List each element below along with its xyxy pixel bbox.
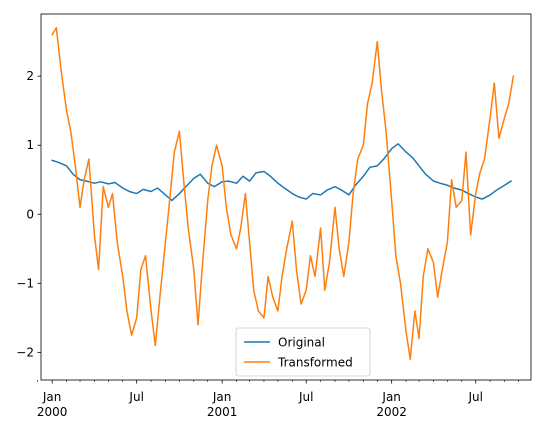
x-tick-label: Jul bbox=[298, 390, 313, 404]
x-tick-year-label: 2000 bbox=[37, 405, 68, 419]
legend-label: Original bbox=[278, 336, 325, 350]
x-tick-label: Jan bbox=[381, 390, 401, 404]
x-tick-year-label: 2001 bbox=[207, 405, 238, 419]
y-tick-label: 0 bbox=[26, 207, 34, 221]
axes-background bbox=[41, 14, 531, 380]
y-tick-label: −1 bbox=[16, 276, 34, 290]
legend: Original Transformed bbox=[236, 328, 370, 376]
x-tick-label: Jan bbox=[212, 390, 232, 404]
legend-label: Transformed bbox=[277, 356, 353, 370]
x-tick-label: Jul bbox=[128, 390, 143, 404]
y-tick-label: 1 bbox=[26, 138, 34, 152]
y-tick-label: −2 bbox=[16, 345, 34, 359]
y-tick-label: 2 bbox=[26, 69, 34, 83]
x-tick-year-label: 2002 bbox=[376, 405, 407, 419]
x-tick-label: Jan bbox=[42, 390, 62, 404]
plot-area bbox=[41, 14, 531, 380]
x-tick-label: Jul bbox=[467, 390, 482, 404]
